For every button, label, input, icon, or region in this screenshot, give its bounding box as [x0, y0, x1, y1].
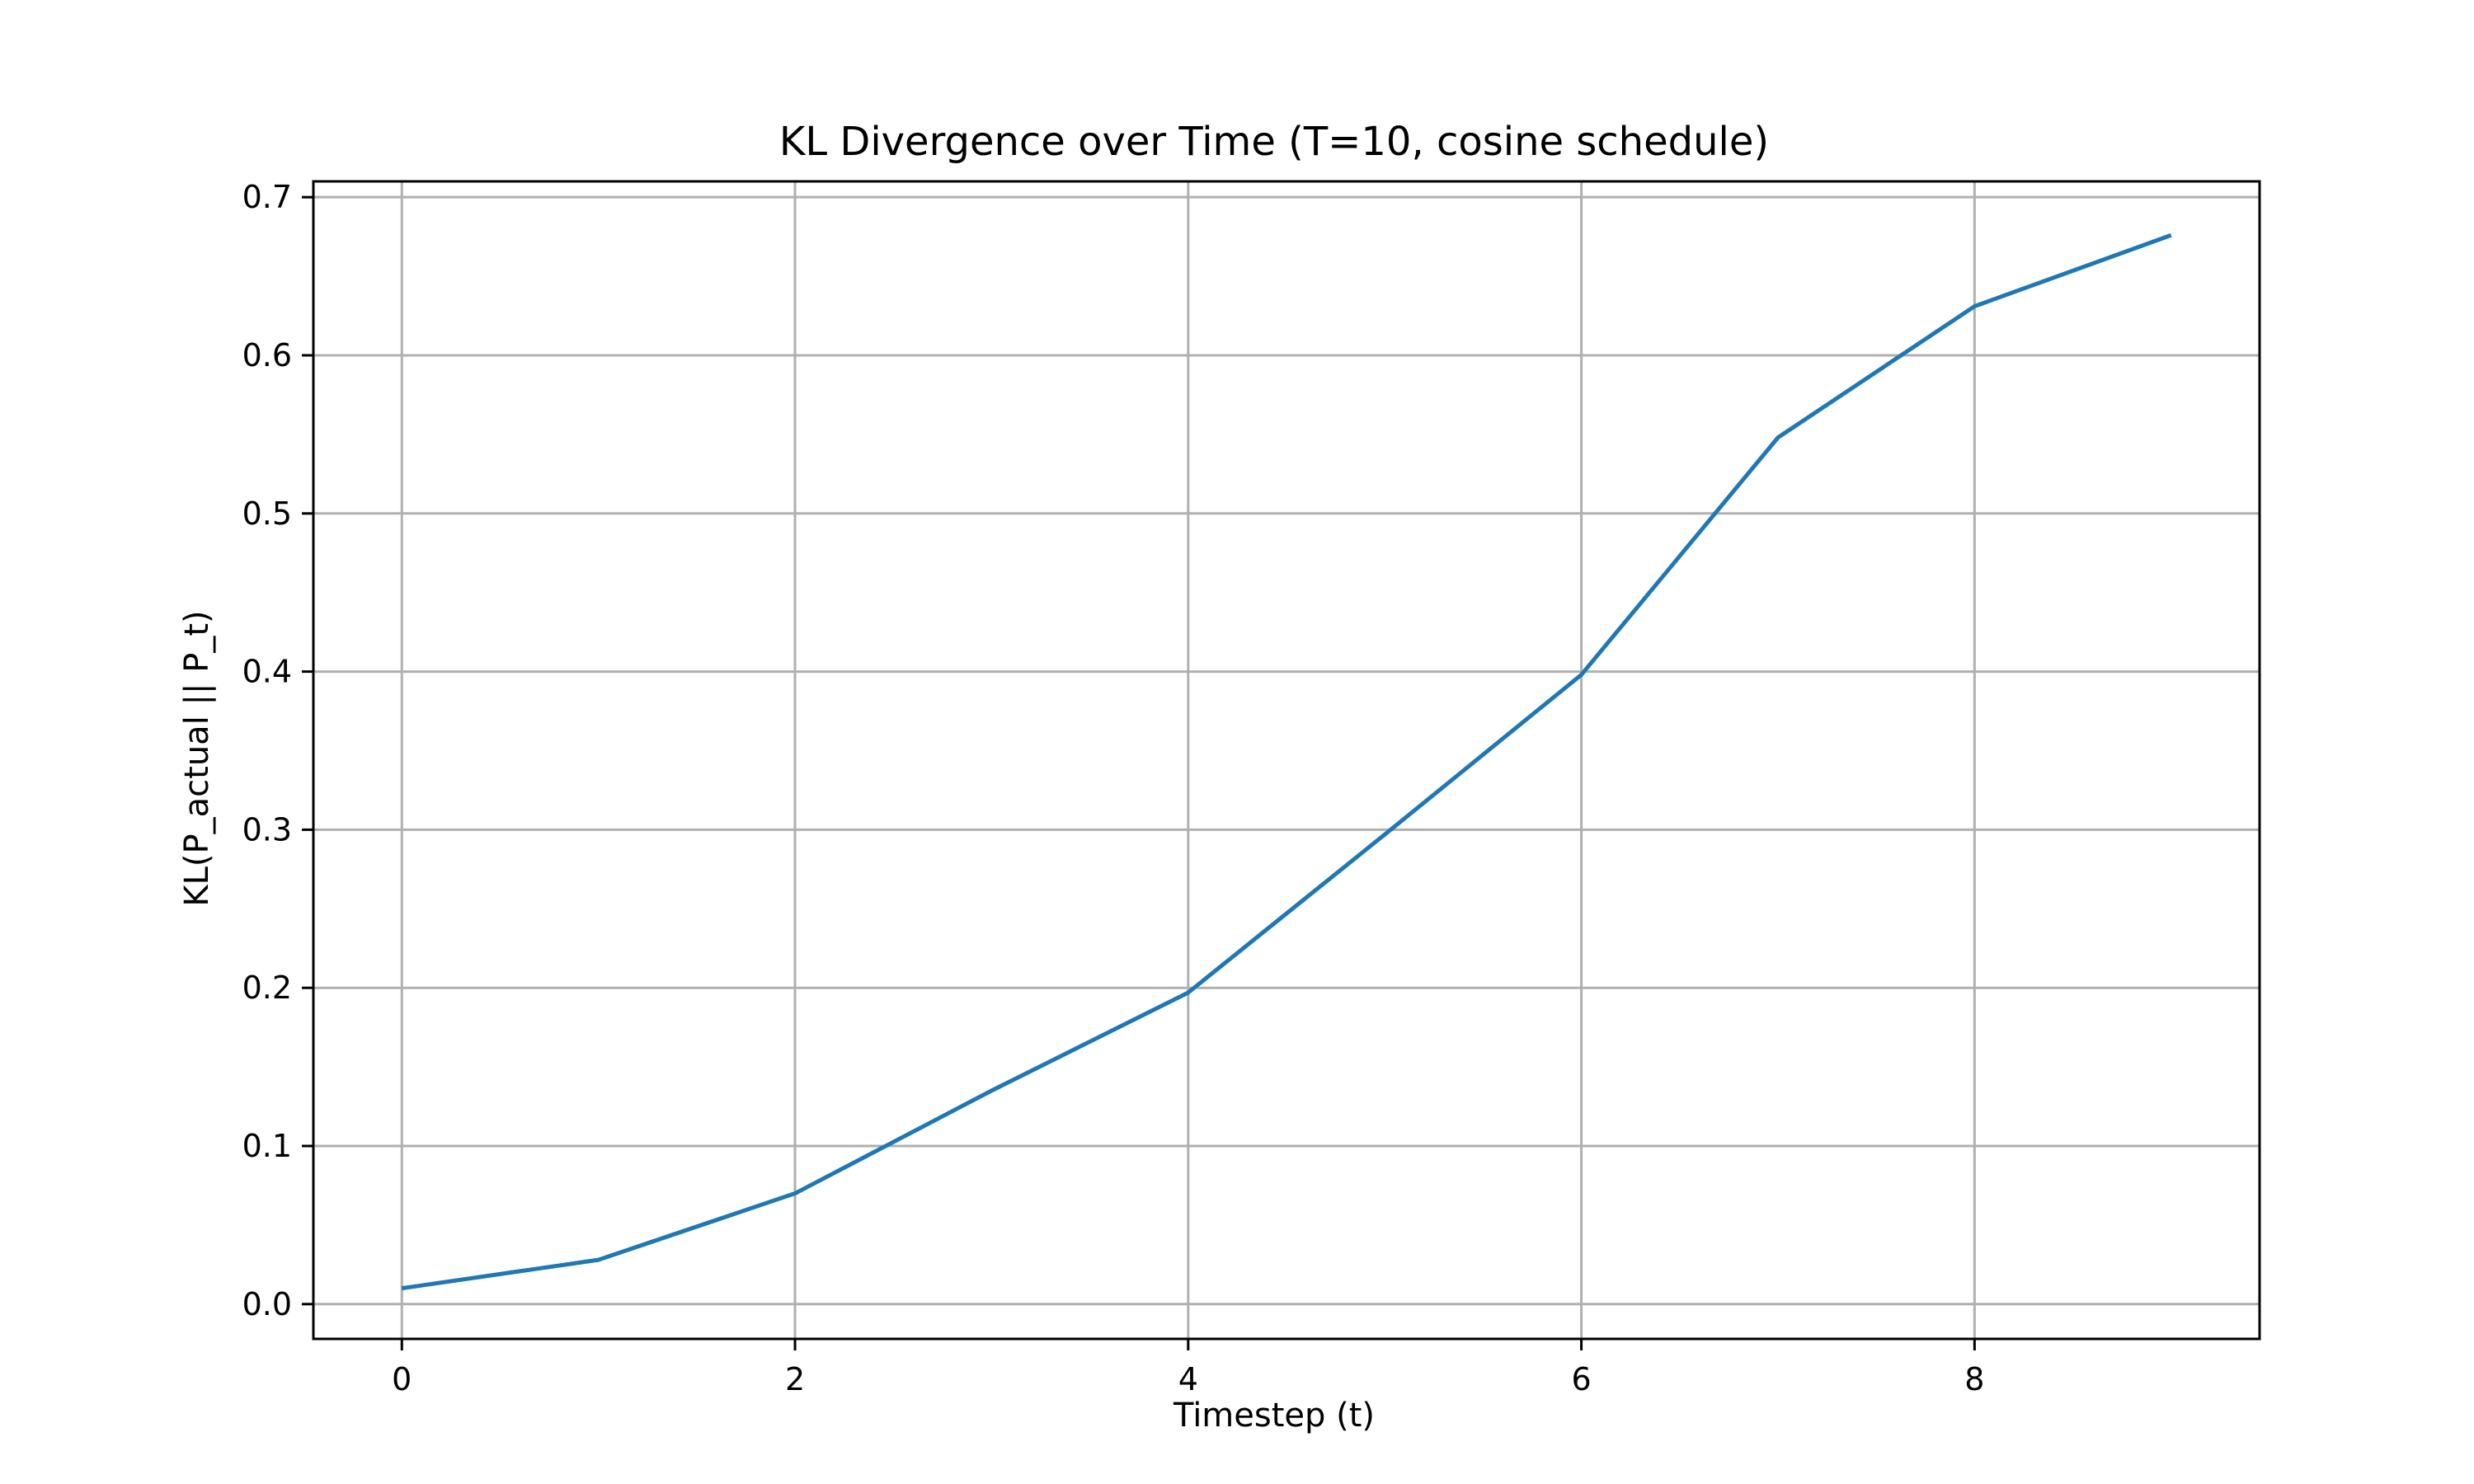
y-tick-label: 0.1 [242, 1128, 292, 1164]
plot-area [401, 232, 2172, 1291]
y-axis-label: KL(P_actual || P_t) [178, 610, 216, 906]
x-tick-label: 2 [785, 1361, 805, 1397]
x-tick-label: 0 [392, 1361, 412, 1397]
series-line [401, 232, 2172, 1291]
x-tick-label: 8 [1964, 1361, 1984, 1397]
y-tick-label: 0.6 [242, 337, 292, 373]
y-tick-label: 0.5 [242, 495, 292, 532]
y-tick-label: 0.4 [242, 654, 292, 690]
chart-title: KL Divergence over Time (T=10, cosine sc… [779, 119, 1769, 165]
x-tick-label: 4 [1178, 1361, 1198, 1397]
axis-ticks: 0 2 4 6 8 0.0 0.1 0.2 0.3 0.4 0.5 0.6 0.7 [242, 179, 1985, 1397]
axes-frame [312, 180, 2261, 1341]
y-tick-label: 0.2 [242, 970, 292, 1006]
y-tick-label: 0.7 [242, 179, 292, 215]
y-tick-label: 0.0 [242, 1286, 292, 1322]
x-tick-label: 6 [1571, 1361, 1591, 1397]
x-axis-label: Timestep (t) [1173, 1397, 1375, 1435]
y-tick-label: 0.3 [242, 811, 292, 848]
grid [313, 181, 2260, 1339]
